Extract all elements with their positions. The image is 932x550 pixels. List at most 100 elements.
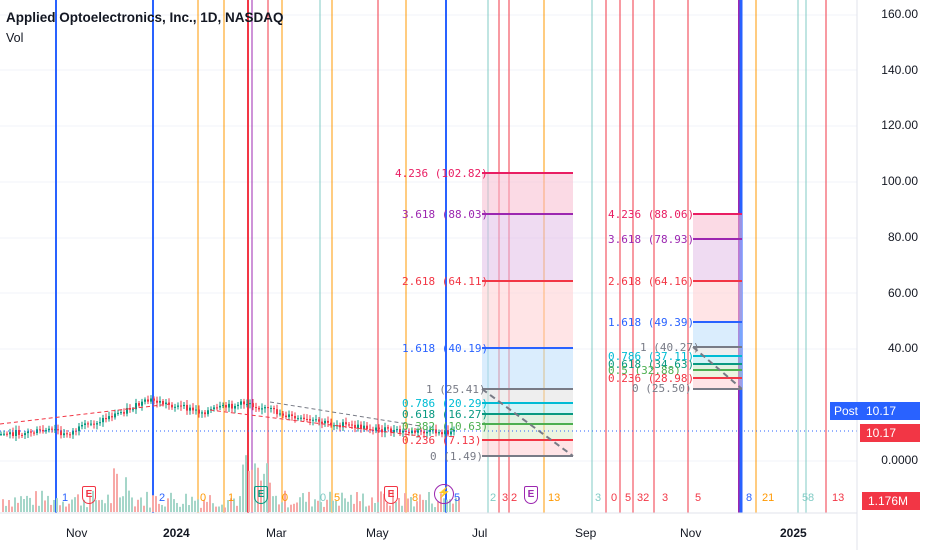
candle-body — [264, 407, 266, 409]
volume-bar — [11, 506, 13, 512]
lightning-icon[interactable]: ⚡ — [434, 484, 454, 504]
volume-bar — [269, 482, 271, 512]
cycle-count: 0 — [320, 492, 327, 504]
cycle-count: 1 — [228, 492, 235, 504]
candle-body — [360, 424, 362, 429]
earnings-event-icon[interactable]: E — [82, 486, 96, 504]
candle-body — [132, 409, 134, 411]
earnings-event-icon[interactable]: E — [254, 486, 268, 504]
candle-body — [258, 407, 260, 410]
fib-extension-1[interactable] — [481, 172, 574, 457]
fib2-level-label: 0.618 (34.63) — [608, 358, 695, 371]
candle-body — [96, 423, 98, 425]
cycle-count: 8 — [412, 492, 419, 504]
cycle-count: 5 — [454, 492, 461, 504]
candlesticks — [0, 395, 455, 441]
volume-bar — [125, 477, 127, 512]
candle-body — [114, 413, 116, 418]
volume-bar — [158, 503, 160, 512]
fib1-zone — [482, 403, 573, 414]
volume-bar — [239, 496, 241, 512]
candle-body — [291, 414, 293, 416]
candle-body — [63, 433, 65, 436]
volume-bar — [437, 501, 439, 512]
candle-body — [387, 427, 389, 429]
time-label: Nov — [680, 526, 702, 540]
candle-body — [273, 407, 275, 410]
volume-bar — [272, 496, 274, 512]
candle-body — [171, 404, 173, 408]
volume-bar — [362, 493, 364, 512]
volume-bar — [386, 503, 388, 512]
fib2-level-label: 1.618 (49.39) — [608, 316, 695, 329]
candle-body — [84, 423, 86, 426]
volume-bar — [401, 505, 403, 512]
volume-bar — [431, 503, 433, 512]
volume-bar — [74, 497, 76, 512]
volume-bar — [332, 500, 334, 512]
candle-body — [267, 407, 269, 409]
candle-body — [72, 430, 74, 435]
fib1-zone — [482, 281, 573, 348]
volume-bar — [68, 503, 70, 512]
candle-body — [363, 425, 365, 429]
volume-bar — [203, 499, 205, 512]
fib2-zone — [693, 356, 742, 364]
candle-body — [42, 429, 44, 432]
volume-indicator-label[interactable]: Vol — [6, 31, 24, 45]
volume-bar — [224, 507, 226, 512]
fib2-zone — [693, 370, 742, 378]
candle-body — [426, 431, 428, 434]
volume-bar — [200, 507, 202, 512]
candle-body — [261, 408, 263, 410]
candle-body — [348, 424, 350, 426]
volume-bar — [455, 497, 457, 512]
volume-bar — [65, 506, 67, 512]
candle-body — [354, 424, 356, 429]
volume-bar — [407, 498, 409, 512]
price-label: 160.00 — [881, 7, 918, 21]
candle-body — [39, 429, 41, 431]
volume-bar — [449, 499, 451, 512]
candle-body — [318, 419, 320, 422]
price-label: 120.00 — [881, 118, 918, 132]
volume-bar — [365, 506, 367, 512]
symbol-title[interactable]: Applied Optoelectronics, Inc., 1D, NASDA… — [6, 10, 284, 25]
last-price-badge: 10.17 — [860, 424, 920, 442]
chart-grid — [0, 14, 857, 462]
candle-body — [294, 415, 296, 419]
candle-body — [186, 404, 188, 411]
volume-bar — [95, 500, 97, 512]
candle-body — [306, 418, 308, 420]
fib-extension-2[interactable] — [692, 213, 743, 390]
candle-body — [396, 429, 398, 431]
volume-bar — [5, 505, 7, 512]
fib1-level-label: 2.618 (64.11) — [402, 275, 489, 288]
volume-bar — [398, 497, 400, 512]
earnings-event-icon[interactable]: E — [524, 486, 538, 504]
candle-body — [195, 409, 197, 411]
volume-bar — [77, 494, 79, 512]
candle-body — [444, 430, 446, 435]
time-label: Mar — [266, 526, 287, 540]
volume-bar — [20, 496, 22, 512]
candle-body — [54, 429, 56, 431]
candle-body — [24, 433, 26, 436]
fib1-level-label: 1.618 (40.19) — [402, 342, 489, 355]
fib2-level-label: 0.5 (32.88) — [608, 364, 681, 377]
candle-body — [18, 430, 20, 435]
earnings-event-icon[interactable]: E — [384, 486, 398, 504]
volume-bar — [140, 497, 142, 512]
volume-bar — [194, 500, 196, 512]
fib2-zone — [693, 281, 742, 322]
volume-bar — [341, 492, 343, 512]
volume-bar — [179, 506, 181, 512]
candle-body — [207, 410, 209, 415]
volume-bar — [317, 500, 319, 512]
cycle-count: 1 — [62, 492, 69, 504]
fib2-zone — [693, 239, 742, 281]
candle-body — [141, 401, 143, 406]
time-label: 2025 — [780, 526, 807, 540]
volume-bar — [359, 501, 361, 512]
volume-bar — [197, 499, 199, 512]
